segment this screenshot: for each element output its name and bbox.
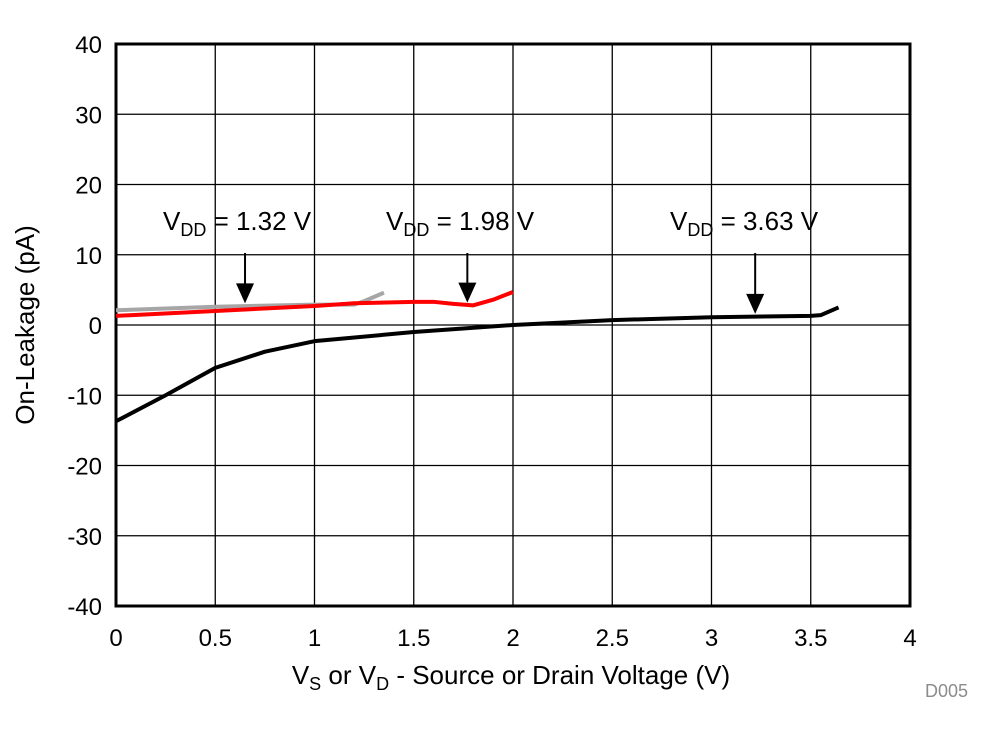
series-line: [115, 290, 514, 318]
y-tick-label: 10: [75, 243, 102, 270]
y-tick-label: 0: [89, 313, 102, 340]
x-tick-label: 2: [506, 625, 519, 652]
y-tick-label: -30: [67, 524, 102, 551]
x-axis-label: VS or VD - Source or Drain Voltage (V): [292, 660, 730, 694]
annotation-label: VDD = 3.63 V: [670, 206, 819, 240]
y-tick-label: -20: [67, 454, 102, 481]
x-tick-label: 4: [903, 625, 916, 652]
y-tick-label: 20: [75, 173, 102, 200]
x-tick-label: 2.5: [596, 625, 629, 652]
annotation-arrow-head: [458, 282, 477, 303]
x-tick-label: 1: [308, 625, 321, 652]
y-tick-label: -40: [67, 594, 102, 621]
plot-frame: [114, 42, 912, 608]
y-tick-label: 30: [75, 102, 102, 129]
annotation-arrow-head: [236, 283, 255, 304]
y-axis-label: On-Leakage (pA): [10, 225, 40, 424]
annotation-label: VDD = 1.98 V: [386, 206, 535, 240]
x-tick-label: 0.5: [199, 625, 232, 652]
x-tick-label: 3.5: [794, 625, 827, 652]
annotation-label: VDD = 1.32 V: [163, 206, 312, 240]
x-tick-label: 3: [705, 625, 718, 652]
x-tick-label: 1.5: [397, 625, 430, 652]
x-tick-label: 0: [109, 625, 122, 652]
y-tick-label: -10: [67, 383, 102, 410]
annotation-arrow-head: [746, 293, 765, 314]
y-tick-label: 40: [75, 32, 102, 59]
series-line: [115, 305, 840, 424]
figure-id: D005: [925, 681, 968, 701]
